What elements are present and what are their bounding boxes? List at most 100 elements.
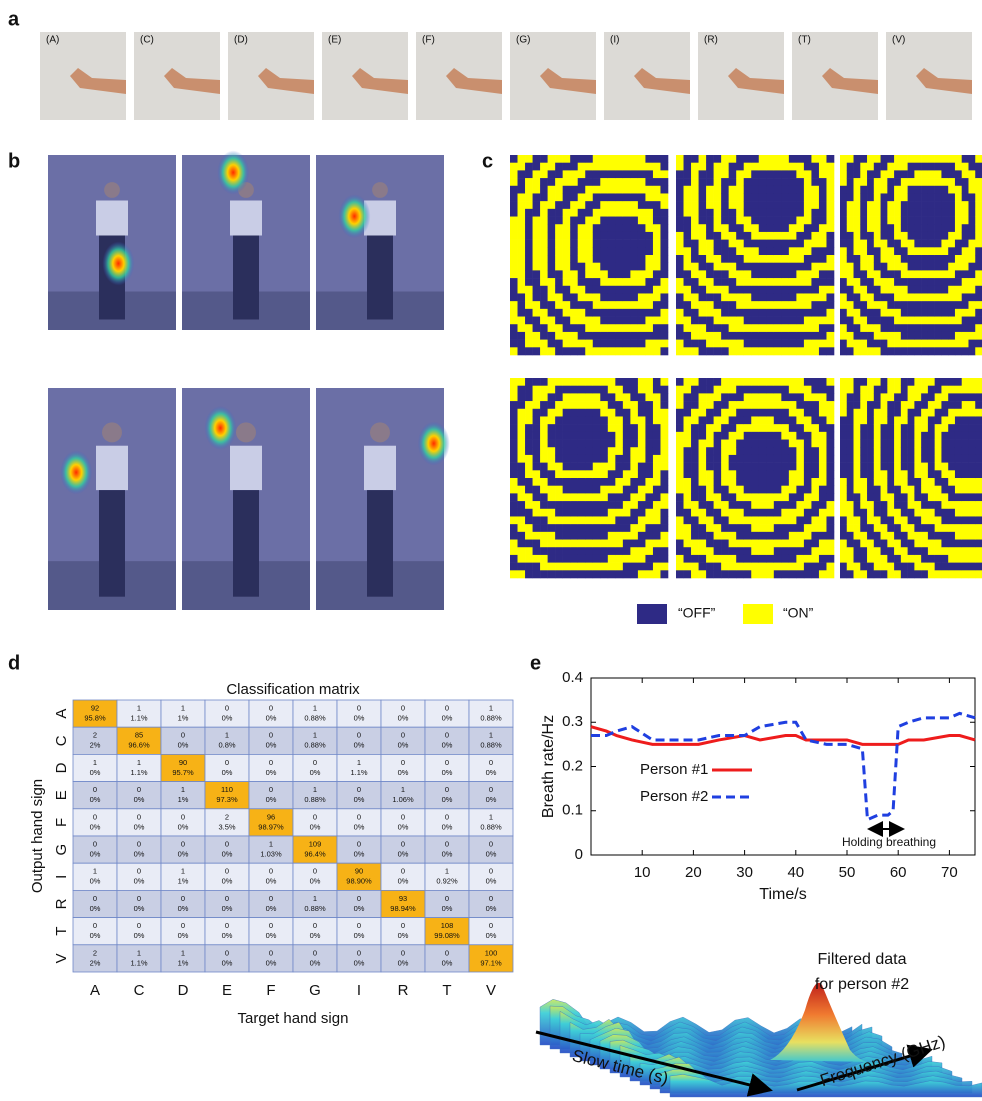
pattern-cell — [653, 447, 661, 455]
pattern-cell — [874, 493, 881, 501]
pattern-cell — [908, 193, 915, 201]
pattern-cell — [638, 486, 646, 494]
pattern-cell — [854, 463, 861, 471]
pattern-cell — [555, 301, 563, 309]
pattern-cell — [955, 501, 962, 509]
pattern-cell — [948, 340, 955, 348]
heat-spot — [338, 194, 370, 238]
pattern-cell — [968, 193, 975, 201]
pattern-cell — [533, 278, 541, 286]
pattern-cell — [887, 240, 894, 248]
pattern-cell — [840, 378, 847, 386]
hand-sign-label: (I) — [610, 35, 619, 46]
pattern-cell — [585, 163, 593, 171]
pattern-cell — [706, 209, 714, 217]
pattern-cell — [914, 563, 921, 571]
pattern-cell — [894, 301, 901, 309]
pattern-cell — [525, 501, 533, 509]
pattern-cell — [660, 501, 668, 509]
pattern-cell — [585, 555, 593, 563]
pattern-cell — [563, 509, 571, 517]
pattern-cell — [593, 224, 601, 232]
pattern-cell — [774, 255, 782, 263]
pattern-cell — [518, 440, 526, 448]
pattern-cell — [894, 547, 901, 555]
pattern-cell — [881, 217, 888, 225]
pattern-cell — [901, 293, 908, 301]
pattern-cell — [847, 340, 854, 348]
pattern-cell — [901, 240, 908, 248]
pattern-cell — [714, 170, 722, 178]
pattern-cell — [847, 409, 854, 417]
pattern-cell — [968, 401, 975, 409]
pattern-cell — [706, 193, 714, 201]
pattern-cell — [736, 509, 744, 517]
pattern-cell — [860, 378, 867, 386]
pattern-cell — [914, 378, 921, 386]
pattern-cell — [908, 278, 915, 286]
pattern-cell — [774, 416, 782, 424]
pattern-cell — [941, 516, 948, 524]
pattern-cell — [874, 455, 881, 463]
pattern-cell — [860, 501, 867, 509]
pattern-cell — [921, 547, 928, 555]
pattern-cell — [935, 278, 942, 286]
pattern-cell — [729, 440, 737, 448]
pattern-cell — [887, 301, 894, 309]
pattern-cell — [935, 563, 942, 571]
pattern-cell — [510, 378, 518, 386]
pattern-cell — [578, 493, 586, 501]
pattern-cell — [548, 416, 556, 424]
cell-count: 96 — [267, 812, 275, 821]
pattern-cell — [796, 509, 804, 517]
pattern-cell — [653, 401, 661, 409]
cell-count: 0 — [269, 703, 273, 712]
pattern-cell — [766, 255, 774, 263]
pattern-cell — [525, 563, 533, 571]
pattern-cell — [540, 401, 548, 409]
pattern-cell — [608, 547, 616, 555]
pattern-cell — [962, 332, 969, 340]
pattern-cell — [518, 286, 526, 294]
pattern-cell — [901, 255, 908, 263]
pattern-cell — [928, 255, 935, 263]
pattern-cell — [751, 393, 759, 401]
pattern-cell — [555, 224, 563, 232]
pattern-cell — [948, 186, 955, 194]
pattern-cell — [811, 401, 819, 409]
pattern-cell — [555, 347, 563, 355]
pattern-cell — [600, 232, 608, 240]
cell-count: 0 — [269, 921, 273, 930]
pattern-cell — [894, 263, 901, 271]
pattern-cell — [962, 286, 969, 294]
pattern-cell — [881, 247, 888, 255]
pattern-cell — [948, 217, 955, 225]
pattern-cell — [774, 240, 782, 248]
pattern-cell — [660, 432, 668, 440]
pattern-cell — [563, 547, 571, 555]
pattern-cell — [623, 263, 631, 271]
pattern-cell — [608, 309, 616, 317]
cell-count: 0 — [269, 731, 273, 740]
pattern-cell — [630, 478, 638, 486]
pattern-cell — [962, 532, 969, 540]
pattern-cell — [600, 532, 608, 540]
pattern-cell — [826, 255, 834, 263]
pattern-cell — [578, 463, 586, 471]
pattern-cell — [948, 163, 955, 171]
pattern-cell — [676, 463, 684, 471]
pattern-cell — [714, 286, 722, 294]
pattern-cell — [826, 516, 834, 524]
pattern-cell — [525, 324, 533, 332]
pattern-cell — [721, 201, 729, 209]
pattern-cell — [975, 416, 982, 424]
pattern-cell — [744, 486, 752, 494]
cell-count: 1 — [181, 948, 185, 957]
pattern-cell — [781, 163, 789, 171]
pattern-cell — [510, 532, 518, 540]
pattern-cell — [874, 547, 881, 555]
pattern-cell — [948, 286, 955, 294]
pattern-cell — [819, 155, 827, 163]
pattern-cell — [955, 509, 962, 517]
pattern-cell — [975, 555, 982, 563]
